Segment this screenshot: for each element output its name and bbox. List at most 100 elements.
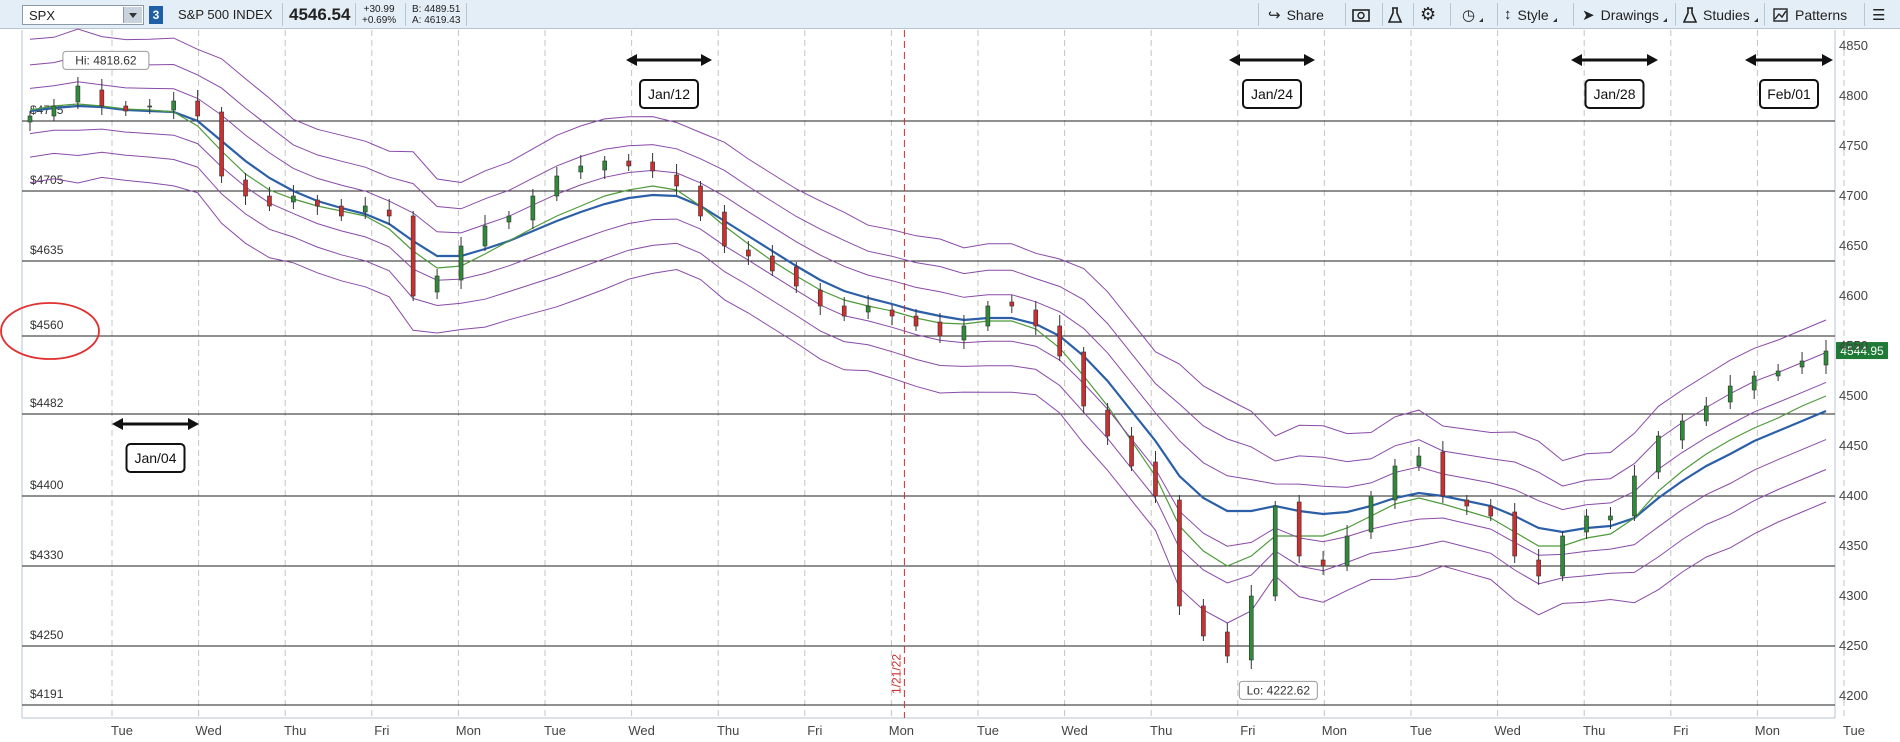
candle-up	[434, 275, 440, 293]
share-label: Share	[1286, 6, 1324, 23]
y-tick-label: 4700	[1839, 188, 1868, 203]
patterns-icon	[1773, 7, 1788, 22]
last-price-tag-box	[1836, 342, 1888, 360]
candle-down	[817, 289, 823, 307]
candle-down	[1177, 499, 1182, 607]
symbol-input[interactable]: SPX	[22, 5, 144, 25]
candle-down	[386, 209, 392, 217]
gear-icon: ⚙	[1420, 4, 1437, 24]
level-label: $4635	[30, 243, 64, 257]
y-tick-label: 4650	[1839, 238, 1868, 253]
date-label: Jan/12	[648, 86, 690, 102]
x-tick-label: Mon	[1322, 723, 1347, 738]
date-label-box	[1759, 79, 1819, 109]
candle-down	[1105, 409, 1110, 437]
style-button[interactable]: ↕ Style	[1504, 0, 1557, 29]
cursor-icon: ➤	[1582, 6, 1595, 24]
candle-down	[674, 174, 679, 187]
y-tick-label: 4200	[1839, 688, 1868, 703]
candle-up	[1775, 370, 1781, 377]
x-tick-label: Tue	[111, 723, 133, 738]
y-tick-label: 4300	[1839, 588, 1868, 603]
candle-up	[75, 85, 81, 103]
bid-ask: B: 4489.51 A: 4619.43	[412, 0, 460, 29]
arrow-head-right-icon	[701, 54, 712, 66]
date-label: Jan/28	[1593, 86, 1635, 102]
candle-up	[506, 215, 512, 223]
candle-up	[1823, 350, 1829, 366]
candle-down	[937, 321, 943, 337]
snapshot-button[interactable]	[1352, 0, 1370, 29]
circle-annotation	[0, 302, 100, 360]
symbol-dropdown-icon[interactable]	[123, 7, 142, 23]
arrow-head-left-icon	[1745, 54, 1756, 66]
candle-up	[1368, 495, 1374, 533]
candle-down	[315, 199, 320, 207]
change-value: +30.99	[363, 3, 395, 15]
candle-up	[985, 305, 991, 327]
candle-down	[1033, 309, 1039, 327]
candle-up	[1272, 505, 1278, 597]
candle-down	[1081, 351, 1086, 407]
share-button[interactable]: ↪ Share	[1268, 0, 1324, 29]
candle-up	[961, 325, 967, 341]
level-label: $4400	[30, 478, 64, 492]
y-tick-label: 4850	[1839, 38, 1868, 53]
x-tick-label: Thu	[1583, 723, 1605, 738]
last-price-tag: 4544.95	[1840, 344, 1884, 358]
net-change: +30.99 +0.69%	[362, 0, 396, 29]
drawings-label: Drawings	[1600, 6, 1659, 23]
time-frame-button[interactable]: ◷	[1462, 0, 1484, 29]
x-tick-label: Thu	[1150, 723, 1172, 738]
x-tick-label: Wed	[628, 723, 655, 738]
band-lower-3	[29, 176, 1827, 624]
x-tick-label: Tue	[1843, 723, 1865, 738]
y-tick-label: 4250	[1839, 638, 1868, 653]
candle-up	[458, 245, 464, 281]
candle-down	[1009, 301, 1015, 307]
date-label: Jan/04	[134, 450, 176, 466]
flask-icon	[1387, 6, 1403, 23]
x-tick-label: Fri	[1240, 723, 1255, 738]
arrow-head-left-icon	[112, 418, 123, 430]
link-group-badge[interactable]: 3	[149, 6, 163, 24]
x-tick-label: Fri	[807, 723, 822, 738]
settings-button[interactable]: ⚙	[1420, 0, 1436, 29]
studies-button[interactable]: Studies	[1683, 0, 1758, 29]
x-tick-label: Fri	[1673, 723, 1688, 738]
candle-down	[889, 309, 895, 317]
y-tick-label: 4400	[1839, 488, 1868, 503]
menu-button[interactable]: ☰	[1872, 0, 1885, 29]
candle-up	[1703, 405, 1709, 422]
candle-up	[291, 195, 296, 203]
arrow-head-right-icon	[1304, 54, 1315, 66]
candle-down	[1057, 325, 1063, 357]
x-tick-label: Mon	[456, 723, 481, 738]
candle-up	[1799, 360, 1805, 368]
candle-down	[793, 266, 799, 287]
date-label-box	[1584, 79, 1645, 109]
patterns-button[interactable]: Patterns	[1773, 0, 1847, 29]
candle-up	[51, 105, 57, 117]
candle-down	[841, 305, 847, 317]
x-tick-label: Mon	[1755, 723, 1780, 738]
band-upper-1	[29, 81, 1827, 511]
candle-up	[1344, 535, 1350, 567]
candle-down	[698, 185, 703, 217]
arrow-head-left-icon	[1229, 54, 1240, 66]
low-label-box	[1238, 680, 1318, 700]
lab-button[interactable]	[1387, 0, 1403, 29]
candle-up	[482, 225, 488, 247]
candle-down	[267, 195, 272, 207]
x-tick-label: Tue	[1410, 723, 1432, 738]
candle-down	[339, 205, 344, 217]
high-label-box	[62, 50, 150, 70]
low-label: Lo: 4222.62	[1247, 683, 1311, 697]
candle-down	[913, 315, 919, 327]
candle-up	[602, 160, 608, 171]
candle-down	[195, 100, 200, 117]
x-tick-label: Wed	[1061, 723, 1088, 738]
bid-value: B: 4489.51	[412, 3, 461, 15]
drawings-button[interactable]: ➤ Drawings	[1582, 0, 1667, 29]
